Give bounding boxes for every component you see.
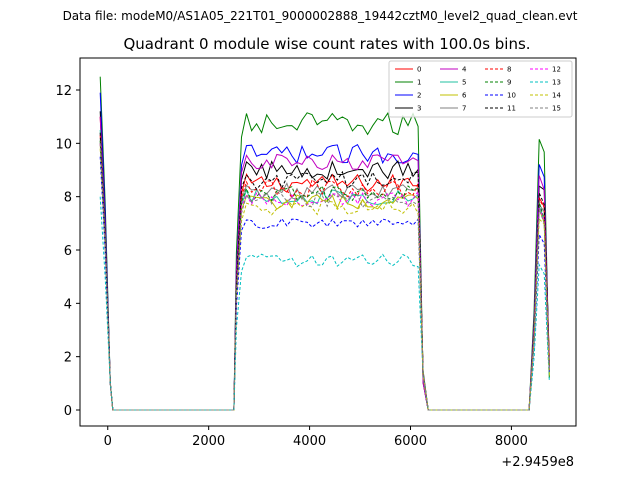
legend-label-1: 1 xyxy=(417,79,421,87)
x-tick-label: 0 xyxy=(104,434,112,449)
legend-label-0: 0 xyxy=(417,66,421,74)
legend-label-15: 15 xyxy=(552,105,561,113)
legend-label-10: 10 xyxy=(507,92,516,100)
legend-label-5: 5 xyxy=(462,79,466,87)
legend-label-6: 6 xyxy=(462,92,467,100)
legend-label-9: 9 xyxy=(507,79,511,87)
y-tick-label: 2 xyxy=(64,351,72,366)
x-tick-label: 6000 xyxy=(394,434,427,449)
y-tick-label: 4 xyxy=(64,297,72,312)
x-tick-label: 8000 xyxy=(495,434,528,449)
y-tick-label: 12 xyxy=(55,84,72,99)
legend-label-3: 3 xyxy=(417,105,421,113)
y-tick-label: 6 xyxy=(64,244,72,259)
legend-label-12: 12 xyxy=(552,66,561,74)
legend-label-13: 13 xyxy=(552,79,561,87)
y-axis: 0 2 4 6 8 10 12 xyxy=(55,84,80,419)
series-line-15 xyxy=(99,143,550,411)
legend-label-4: 4 xyxy=(462,66,467,74)
x-offset-label: +2.9459e8 xyxy=(501,455,574,470)
axes-frame xyxy=(79,57,577,427)
legend-label-2: 2 xyxy=(417,92,421,100)
legend-label-7: 7 xyxy=(462,105,466,113)
y-tick-label: 0 xyxy=(64,404,72,419)
chart-title: Quadrant 0 module wise count rates with … xyxy=(123,35,530,53)
series-line-10 xyxy=(99,156,550,411)
legend-label-14: 14 xyxy=(552,92,561,100)
legend-label-8: 8 xyxy=(507,66,511,74)
y-tick-label: 8 xyxy=(64,191,72,206)
y-tick-label: 10 xyxy=(55,137,72,152)
x-tick-label: 4000 xyxy=(293,434,326,449)
x-axis: 0 2000 4000 6000 8000 xyxy=(104,426,528,449)
series-layer xyxy=(99,76,550,411)
legend-label-11: 11 xyxy=(507,105,516,113)
x-tick-label: 2000 xyxy=(192,434,225,449)
figure-suptitle: Data file: modeM0/AS1A05_221T01_90000028… xyxy=(63,9,578,23)
legend-box xyxy=(388,60,573,118)
